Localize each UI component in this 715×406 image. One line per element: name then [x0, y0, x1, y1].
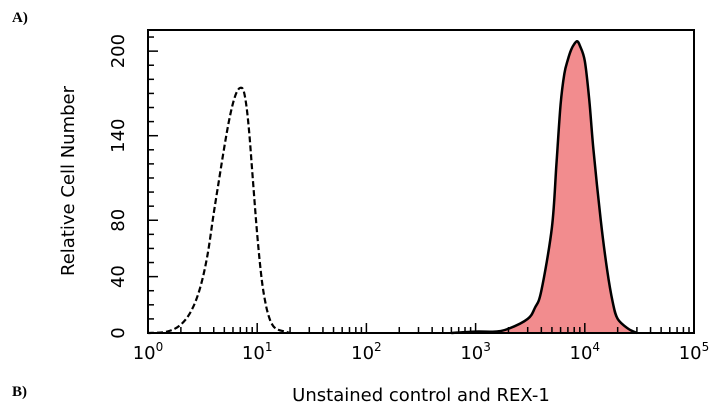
y-tick-label: 200: [108, 34, 129, 68]
series-1-outline: [451, 40, 638, 335]
x-tick-label: 103: [460, 340, 491, 364]
x-tick-label: 105: [679, 340, 710, 364]
series-1-area: [451, 41, 637, 334]
y-tick-label: 40: [108, 265, 129, 288]
panel-label-b: B): [12, 384, 27, 400]
panel-label-a: A): [12, 10, 28, 26]
y-axis-label: Relative Cell Number: [58, 85, 79, 276]
y-tick-label: 80: [108, 209, 129, 232]
series-layer: [147, 40, 638, 335]
x-tick-label: 104: [570, 340, 601, 364]
y-tick-label: 140: [108, 119, 129, 153]
x-tick-label: 101: [242, 340, 273, 364]
ticks-layer: 0 40 80 140 200 100 101 102 103 104 105: [108, 34, 709, 364]
x-tick-label: 100: [133, 340, 164, 364]
plot-frame: [147, 29, 695, 334]
y-tick-label: 0: [108, 327, 129, 338]
series-0-outline: [147, 86, 291, 335]
x-tick-label: 102: [351, 340, 382, 364]
x-axis-label: Unstained control and REX-1: [292, 385, 550, 406]
